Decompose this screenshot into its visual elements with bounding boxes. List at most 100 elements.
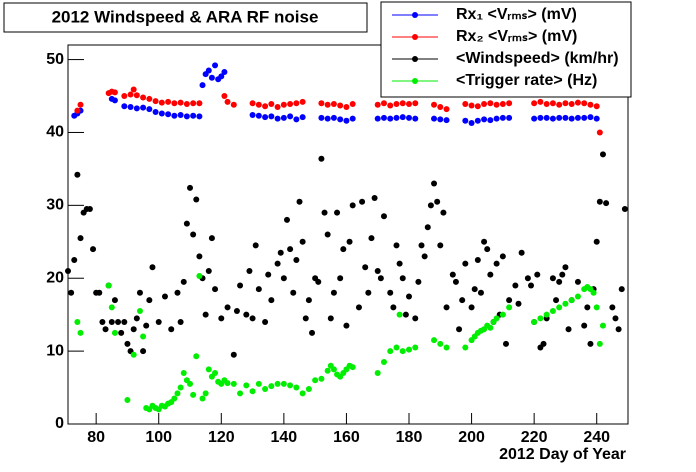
point <box>124 340 131 347</box>
point <box>171 112 178 119</box>
point <box>155 318 162 325</box>
point <box>302 315 309 322</box>
point <box>262 103 269 110</box>
point <box>293 116 300 123</box>
point <box>449 271 456 278</box>
point <box>487 100 494 107</box>
point <box>399 275 406 282</box>
point <box>493 115 500 122</box>
point <box>255 380 262 387</box>
point <box>387 289 394 296</box>
point <box>290 289 297 296</box>
point <box>337 102 344 109</box>
point <box>161 293 168 300</box>
point <box>130 326 137 333</box>
point <box>136 308 143 315</box>
point <box>562 100 569 107</box>
point <box>553 297 560 304</box>
point <box>380 114 387 121</box>
legend-label: Rx₂ <Vᵣₘₛ> (mV) <box>456 28 577 45</box>
point <box>152 109 159 116</box>
point <box>374 267 381 274</box>
point <box>549 115 556 122</box>
point <box>487 117 494 124</box>
point <box>105 282 112 289</box>
point <box>581 100 588 107</box>
point <box>102 326 109 333</box>
point <box>415 278 422 285</box>
point <box>537 315 544 322</box>
point <box>418 242 425 249</box>
point <box>212 369 219 376</box>
point <box>280 275 287 282</box>
point <box>587 114 594 121</box>
point <box>71 257 78 264</box>
point <box>406 114 413 121</box>
point <box>593 103 600 110</box>
point <box>212 62 219 69</box>
point <box>196 100 203 107</box>
point <box>456 326 463 333</box>
point <box>568 101 575 108</box>
point <box>255 101 262 108</box>
point <box>130 351 137 358</box>
point <box>199 82 206 89</box>
point <box>196 253 203 260</box>
point <box>596 198 603 205</box>
point <box>406 293 413 300</box>
point <box>296 198 303 205</box>
x-tick-label: 220 <box>521 429 548 446</box>
point <box>543 101 550 108</box>
point <box>612 315 619 322</box>
point <box>362 264 369 271</box>
point <box>431 337 438 344</box>
point <box>108 304 115 311</box>
point <box>355 304 362 311</box>
point <box>556 101 563 108</box>
point <box>309 329 316 336</box>
point <box>452 278 459 285</box>
point <box>165 111 172 118</box>
point <box>574 114 581 121</box>
point <box>299 98 306 105</box>
point <box>443 117 450 124</box>
point <box>299 390 306 397</box>
point <box>208 74 215 81</box>
point <box>603 200 610 207</box>
point <box>393 101 400 108</box>
point <box>230 380 237 387</box>
point <box>199 395 206 402</box>
point <box>506 100 513 107</box>
point <box>431 180 438 187</box>
point <box>196 113 203 120</box>
point <box>86 205 93 212</box>
point <box>543 311 550 318</box>
point <box>431 101 438 108</box>
point <box>377 275 384 282</box>
point <box>471 286 478 293</box>
point <box>268 113 275 120</box>
point <box>183 220 190 227</box>
point <box>437 116 444 123</box>
point <box>262 114 269 121</box>
point <box>158 99 165 106</box>
point <box>337 275 344 282</box>
point <box>174 289 181 296</box>
point <box>337 116 344 123</box>
point <box>255 112 262 119</box>
point <box>177 111 184 118</box>
point <box>499 253 506 260</box>
point <box>502 340 509 347</box>
point <box>274 103 281 110</box>
legend-label: <Windspeed> (km/hr) <box>456 50 619 67</box>
plot-frame <box>67 44 629 425</box>
point <box>287 101 294 108</box>
point <box>412 100 419 107</box>
point <box>283 216 290 223</box>
point <box>115 318 122 325</box>
y-tick-label: 10 <box>46 342 64 359</box>
point <box>233 308 240 315</box>
point <box>255 286 262 293</box>
point <box>268 101 275 108</box>
point <box>249 315 256 322</box>
